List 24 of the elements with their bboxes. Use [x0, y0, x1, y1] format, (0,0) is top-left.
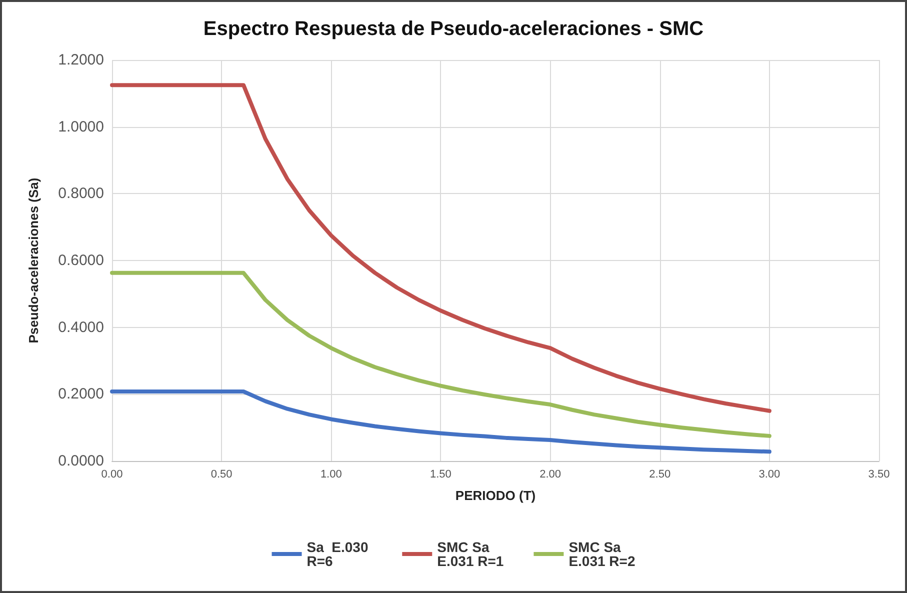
y-tick-label: 1.2000 [58, 52, 104, 68]
x-tick-label: 0.00 [101, 468, 123, 480]
x-axis-title: PERIODO (T) [455, 488, 536, 503]
legend-label: SMC Sa E.031 R=1 [437, 539, 504, 569]
y-axis-title: Pseudo-aceleraciones (Sa) [26, 178, 41, 344]
x-tick-label: 2.00 [540, 468, 561, 480]
line-series [110, 83, 772, 413]
x-tick-label: 1.00 [320, 468, 342, 480]
legend-label: SMC Sa E.031 R=2 [568, 539, 636, 569]
y-tick-label: 1.0000 [58, 118, 104, 136]
x-tick-label: 2.50 [649, 468, 671, 480]
line-series [110, 270, 772, 438]
y-tick-label: 0.6000 [58, 252, 104, 269]
y-tick-label: 0.2000 [58, 386, 104, 403]
line-series [110, 389, 772, 454]
chart-title: Espectro Respuesta de Pseudo-aceleraciones - SMC [203, 18, 704, 40]
x-tick-label: 3.50 [868, 468, 890, 480]
x-tick-label: 0.50 [210, 468, 232, 480]
x-tick-label: 3.00 [758, 468, 780, 480]
y-tick-label: 0.8000 [58, 185, 104, 202]
x-tick-label: 1.50 [430, 468, 452, 480]
y-tick-label: 0.4000 [58, 318, 104, 336]
y-tick-label: 0.0000 [58, 452, 104, 470]
legend-label: Sa E.030 R=6 [306, 539, 372, 569]
